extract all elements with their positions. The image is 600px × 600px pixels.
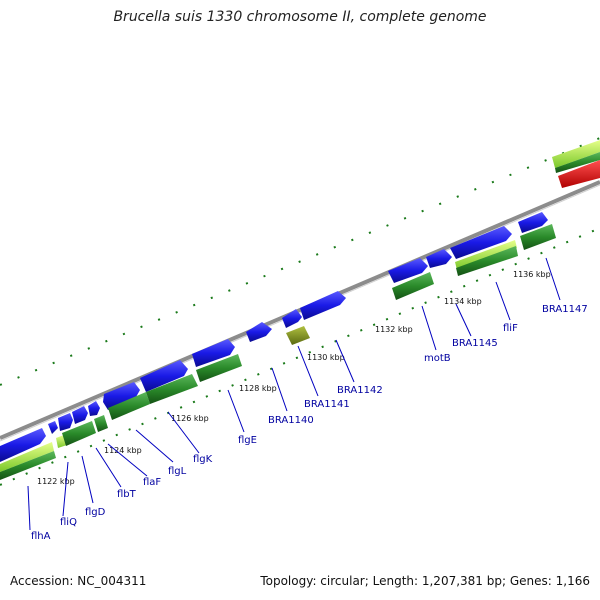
cds-BRA1140 — [246, 322, 272, 342]
kbp-tick-label: 1122 kbp — [37, 477, 75, 486]
leader-flaF — [107, 443, 148, 477]
gene-label-fliQ: fliQ — [60, 517, 77, 528]
reverse-cds-track — [0, 224, 556, 480]
gene-label-BRA1142: BRA1142 — [337, 385, 383, 396]
gene-label-flgK: flgK — [193, 454, 213, 465]
cds-BRA1145-a — [426, 249, 452, 268]
leader-fliF — [495, 281, 511, 321]
leader-motB — [421, 305, 437, 351]
cds-BRA1142 — [300, 291, 346, 320]
cds-flgD — [58, 413, 73, 431]
rev-cds-4 — [94, 415, 108, 432]
cds-flaF — [88, 401, 100, 416]
gene-label-fliF: fliF — [503, 323, 518, 334]
kbp-tick-label: 1134 kbp — [444, 297, 482, 306]
genome-backbone-shadow — [0, 184, 600, 442]
cds-flgL — [103, 382, 140, 410]
leader-fliQ — [62, 461, 69, 517]
gc-band-feature — [552, 140, 600, 168]
gene-label-flgE: flgE — [238, 435, 257, 446]
cds-fliQ — [48, 421, 58, 434]
olive-feature — [286, 326, 310, 345]
cds-flgE — [192, 339, 235, 367]
cds-flbT — [72, 406, 88, 424]
leader-BRA1140 — [271, 367, 288, 412]
leader-BRA1141 — [297, 345, 319, 397]
leader-BRA1145 — [455, 303, 472, 337]
gene-labels: flhA fliQ flgD flbT flaF flgL flgK flgE … — [31, 304, 588, 542]
topology-label: Topology: circular; — [260, 574, 369, 588]
kbp-tick-label: 1132 kbp — [375, 325, 413, 334]
leader-flbT — [95, 447, 122, 488]
leader-flgD — [81, 455, 94, 504]
rev-cds-5 — [108, 392, 150, 420]
gene-label-flaF: flaF — [143, 477, 161, 488]
cds-BRA1147 — [518, 212, 548, 233]
genome-summary: Topology: circular; Length: 1,207,381 bp… — [260, 574, 590, 588]
gene-label-flhA: flhA — [31, 531, 51, 542]
cds-reverse-feature — [555, 152, 600, 173]
cds-flgK — [140, 360, 188, 392]
gene-label-BRA1147: BRA1147 — [542, 304, 588, 315]
map-title: Brucella suis 1330 chromosome II, comple… — [113, 9, 487, 25]
cds-motB — [388, 258, 428, 283]
genome-backbone — [0, 180, 600, 440]
red-feature — [558, 160, 600, 188]
cds-BRA1145-b — [450, 226, 512, 259]
gene-label-flgL: flgL — [168, 466, 187, 477]
gene-label-flgD: flgD — [85, 507, 106, 518]
gene-label-BRA1140: BRA1140 — [268, 415, 314, 426]
leader-flgE — [227, 389, 245, 433]
cds-flhA — [0, 428, 46, 462]
rev-cds-8 — [392, 272, 434, 300]
forward-cds-track — [0, 212, 548, 462]
leader-flgK — [167, 411, 200, 454]
kbp-tick-label: 1124 kbp — [104, 446, 142, 455]
outer-dotted-track — [0, 137, 600, 386]
gene-label-motB: motB — [424, 353, 451, 364]
kbp-tick-label: 1128 kbp — [239, 384, 277, 393]
leader-BRA1142 — [335, 339, 355, 383]
kbp-tick-label: 1136 kbp — [513, 270, 551, 279]
rev-cds-6 — [146, 374, 198, 404]
rev-cds-1 — [0, 451, 56, 480]
kbp-tick-label: 1130 kbp — [307, 353, 345, 362]
cds-BRA1141 — [282, 309, 302, 328]
rev-cds-3 — [62, 421, 96, 446]
label-leaders — [27, 257, 561, 531]
length-label: Length: 1,207,381 bp; — [372, 574, 507, 588]
gene-label-BRA1145: BRA1145 — [452, 338, 498, 349]
gc-band-left — [0, 442, 54, 472]
gene-label-flbT: flbT — [117, 489, 137, 500]
gene-label-BRA1141: BRA1141 — [304, 399, 350, 410]
rev-cds-7 — [196, 354, 242, 382]
rev-cds-9 — [456, 246, 518, 276]
accession-label: Accession: NC_004311 — [10, 574, 147, 588]
leader-flhA — [27, 485, 31, 531]
kbp-scale: 1122 kbp 1124 kbp 1126 kbp 1128 kbp 1130… — [37, 270, 551, 486]
rev-cds-10 — [520, 224, 556, 250]
leader-BRA1147 — [545, 257, 561, 301]
genes-label: Genes: 1,166 — [509, 574, 590, 588]
inner-dotted-track — [0, 227, 600, 486]
kbp-tick-label: 1126 kbp — [171, 414, 209, 423]
gc-band-track — [0, 240, 517, 472]
leader-flgL — [135, 429, 174, 463]
gc-band-right — [455, 240, 517, 270]
